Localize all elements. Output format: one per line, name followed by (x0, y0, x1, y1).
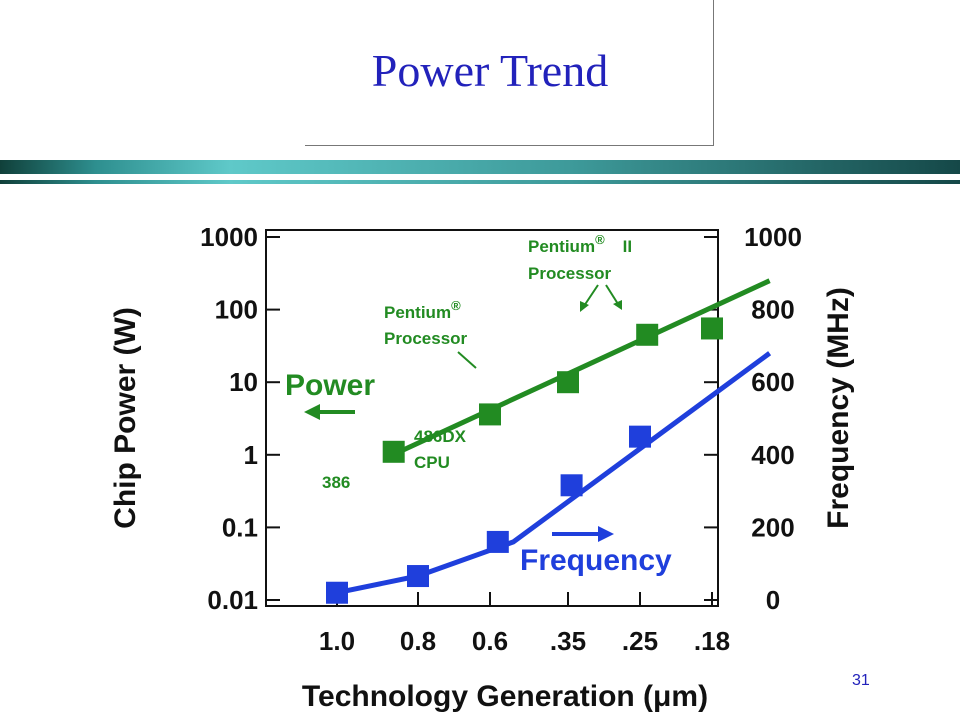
x-tick-label: 1.0 (319, 626, 355, 656)
plot-frame (265, 229, 719, 607)
pentium-processor-label: Processor (384, 329, 468, 348)
power-arrow-head (304, 404, 320, 420)
frequency-data-point (560, 474, 583, 497)
y-right-ticks: 1000 800 600 400 200 0 (704, 222, 802, 615)
y-left-tick-label: 0.01 (207, 585, 258, 615)
series-layer (326, 278, 772, 604)
pentium-pointer (457, 351, 477, 369)
power-data-point (636, 323, 659, 346)
power-series-label: Power (285, 369, 375, 402)
pentium-ii-registered: ® (595, 232, 605, 247)
y-right-tick-label: 0 (766, 585, 780, 615)
frequency-data-point (486, 530, 509, 553)
power-data-point (382, 440, 405, 463)
label-486-cpu: CPU (414, 453, 450, 472)
power-annotation: Power (285, 369, 375, 420)
divider-bar (0, 160, 960, 174)
pentium-ii-label-text: Pentium (528, 237, 595, 256)
frequency-arrow-head (598, 526, 614, 542)
y-left-tick-label: 1000 (200, 222, 258, 252)
pentium-annotation: Pentium® Processor (384, 298, 477, 369)
frequency-data-point (629, 425, 651, 448)
y-left-tick-label: 100 (215, 295, 258, 325)
frequency-series-label: Frequency (520, 544, 672, 577)
y-right-tick-label: 400 (751, 440, 794, 470)
y-left-tick-label: 0.1 (222, 512, 258, 542)
x-tick-label: .35 (550, 626, 586, 656)
pentium-ii-label: Pentium® II (528, 232, 632, 256)
x-ticks: 1.0 0.8 0.6 .35 .25 .18 (319, 592, 730, 656)
y-right-tick-label: 800 (751, 295, 794, 325)
pentium-ii-pointer-left-head (580, 301, 589, 312)
power-trend-line (384, 278, 771, 461)
label-386: 386 (322, 473, 350, 492)
divider-line (0, 180, 960, 184)
title-frame-right (713, 0, 714, 146)
power-data-point (701, 317, 723, 340)
pentium-registered: ® (451, 298, 461, 313)
title-frame-bottom (305, 145, 714, 146)
frequency-data-point (326, 581, 348, 604)
power-data-point (479, 403, 501, 426)
pentium-ii-annotation: Pentium® II Processor (528, 232, 632, 312)
slide-title: Power Trend (371, 45, 609, 96)
pentium-ii-pointer-left (583, 284, 599, 307)
pentium-ii-pointer-right-head (613, 300, 622, 310)
frequency-data-point (407, 565, 429, 588)
y-right-axis-title: Frequency (MHz) (822, 287, 855, 529)
y-left-tick-label: 10 (229, 367, 258, 397)
x-axis-title: Technology Generation (μm) (302, 680, 708, 713)
x-tick-label: .18 (694, 626, 730, 656)
x-tick-label: .25 (622, 626, 658, 656)
pentium-ii-pointer-right (605, 284, 619, 305)
power-data-point (557, 371, 579, 394)
y-right-tick-label: 1000 (744, 222, 802, 252)
slide-number: 31 (852, 672, 870, 689)
pentium-label: Pentium® (384, 298, 461, 322)
pentium-ii-suffix: II (623, 237, 632, 256)
y-left-axis-title: Chip Power (W) (109, 307, 142, 529)
y-left-ticks: 1000 100 10 1 0.1 0.01 (200, 222, 280, 615)
y-right-tick-label: 600 (751, 367, 794, 397)
x-tick-label: 0.8 (400, 626, 436, 656)
label-486dx: 486DX (414, 427, 467, 446)
y-right-tick-label: 200 (751, 512, 794, 542)
y-left-tick-label: 1 (244, 440, 258, 470)
pentium-ii-processor-label: Processor (528, 264, 612, 283)
x-tick-label: 0.6 (472, 626, 508, 656)
pentium-label-text: Pentium (384, 303, 451, 322)
frequency-annotation: Frequency (520, 526, 672, 577)
